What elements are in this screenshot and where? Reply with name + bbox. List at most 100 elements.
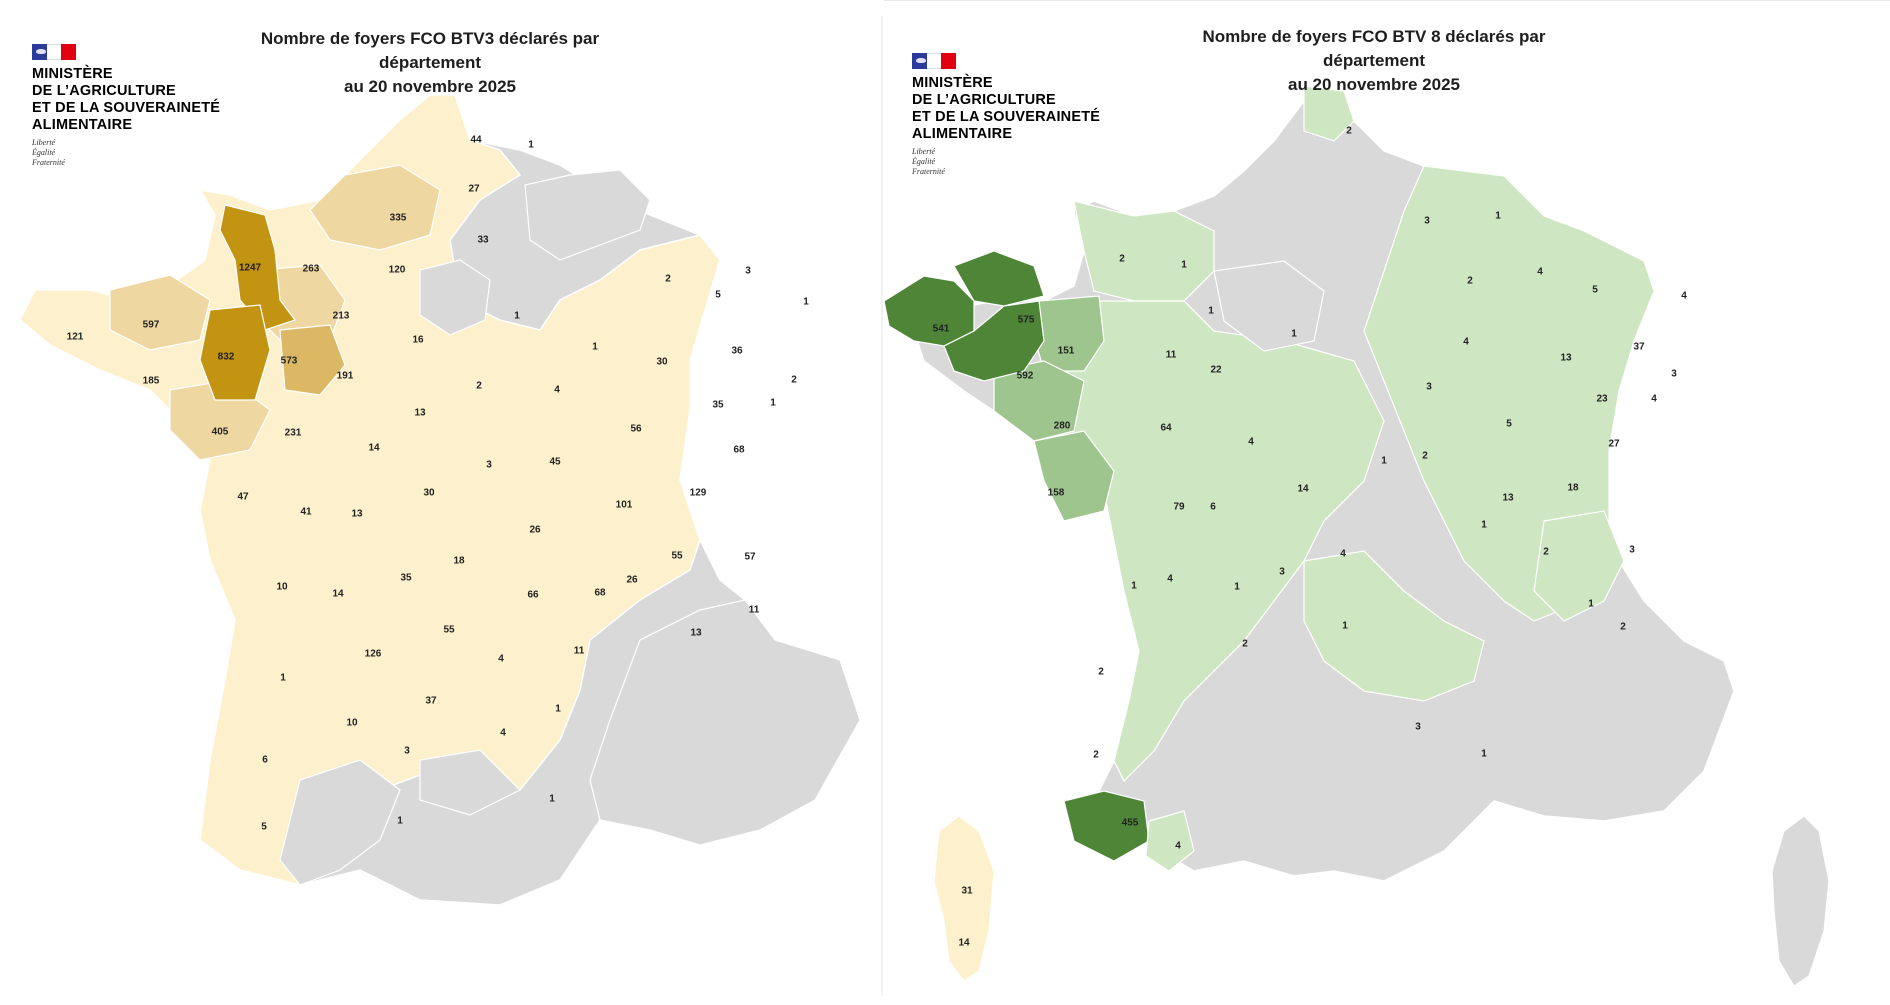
btv8-department-count: 1 [1342,621,1348,632]
btv3-department-count: 1 [280,673,286,684]
btv3-department-count: 1 [803,297,809,308]
btv3-department-count: 35 [712,400,724,411]
btv3-department-count: 44 [470,135,482,146]
btv3-department-count: 10 [276,582,288,593]
btv3-department-count: 5 [715,290,721,301]
motto-liberte: Liberté [912,147,936,156]
btv3-department-count: 41 [300,507,312,518]
btv8-department-count: 1 [1291,329,1297,340]
motto-fraternite: Fraternité [32,158,65,167]
btv8-department-count: 4 [1175,841,1181,852]
map-title-btv8: Nombre de foyers FCO BTV 8 déclarés par … [1164,25,1584,97]
map-title-line2: au 20 novembre 2025 [1288,75,1460,94]
zone-low-centre [1303,550,1485,702]
ministry-logo: MINISTÈRE DE L’AGRICULTURE ET DE LA SOUV… [912,53,1100,177]
btv8-department-count: 1 [1588,599,1594,610]
btv8-department-count: 455 [1122,818,1139,829]
btv8-department-count: 22 [1210,365,1222,376]
zone-none-paris [1213,260,1325,352]
republic-motto: Liberté Égalité Fraternité [912,147,1100,177]
btv3-department-count: 14 [368,443,380,454]
motto-fraternite: Fraternité [912,167,945,176]
btv8-department-count: 541 [933,324,950,335]
btv3-department-count: 30 [656,357,668,368]
corsica-btv3 [933,815,995,982]
btv8-department-count: 158 [1048,488,1065,499]
btv8-department-count: 1 [1131,581,1137,592]
btv3-department-count: 13 [351,509,363,520]
zone-mid-loire [993,360,1085,442]
btv3-department-count: 3 [486,460,492,471]
zone-none-pyrenees [419,749,522,816]
btv3-department-count: 1 [555,704,561,715]
btv8-department-count: 1 [1381,456,1387,467]
btv3-department-count: 1 [549,794,555,805]
btv8-department-count: 2 [1093,750,1099,761]
btv3-department-count: 1 [770,398,776,409]
btv8-department-count: 280 [1054,421,1071,432]
btv3-department-count: 5 [261,822,267,833]
btv8-department-count: 6 [1210,502,1216,513]
zone-low-gers [1145,810,1195,872]
btv8-department-count: 1 [1481,749,1487,760]
btv8-department-count: 2 [1119,254,1125,265]
ministry-line-1: MINISTÈRE [912,75,993,91]
btv3-department-count: 68 [594,588,606,599]
republic-motto: Liberté Égalité Fraternité [32,138,220,168]
btv8-department-count: 3 [1629,545,1635,556]
french-flag-icon [32,44,77,60]
btv3-department-count: 121 [67,332,84,343]
btv3-corsica-count: 14 [958,938,970,949]
btv3-department-count: 597 [143,320,160,331]
ministry-line-1: MINISTÈRE [32,66,113,82]
btv8-department-count: 2 [1346,126,1352,137]
btv3-department-count: 13 [414,408,426,419]
btv3-department-count: 57 [744,552,756,563]
ministry-line-4: ALIMENTAIRE [32,117,133,133]
btv3-department-count: 68 [733,445,745,456]
zone-high-ille [199,304,271,401]
map-title-line1: Nombre de foyers FCO BTV 8 déclarés par … [1202,27,1546,70]
btv3-department-count: 33 [477,235,489,246]
btv3-department-count: 36 [731,346,743,357]
motto-liberte: Liberté [32,138,56,147]
zone-none-se [589,599,861,846]
btv8-department-count: 592 [1017,371,1034,382]
btv3-department-count: 213 [333,311,350,322]
btv8-department-count: 3 [1426,382,1432,393]
btv3-department-count: 2 [791,375,797,386]
zone-top-manche [219,204,296,331]
btv8-department-count: 11 [1166,350,1177,361]
zone-none-paris [419,259,491,336]
btv3-department-count: 37 [425,696,437,707]
btv3-department-count: 18 [453,556,465,567]
btv8-department-count: 1 [1495,211,1501,222]
zone-mid-vendee [1033,430,1115,522]
btv3-department-count: 1 [397,816,403,827]
btv3-department-count: 11 [749,605,760,616]
btv8-department-count: 2 [1543,547,1549,558]
french-flag-icon [912,53,957,69]
btv3-department-count: 55 [443,625,455,636]
zone-none-sw [279,759,401,886]
btv3-department-count: 55 [671,551,683,562]
btv8-department-count: 3 [1671,369,1677,380]
zone-top-finistere [884,275,975,347]
btv3-department-count: 185 [143,376,160,387]
map-title-line2: au 20 novembre 2025 [344,77,516,96]
map-panel-btv3: 44 1 27 335 33 1247 263 120 2 3 5 1 121 597 213 16 1 832 5… [0,0,880,1004]
motto-egalite: Égalité [912,157,936,166]
btv3-department-count: 6 [262,755,268,766]
ministry-line-4: ALIMENTAIRE [912,126,1013,142]
btv8-department-count: 27 [1608,439,1620,450]
btv8-department-count: 79 [1173,502,1185,513]
zone-top-cotes [953,250,1045,307]
btv3-department-count: 1 [528,140,534,151]
btv8-department-count: 37 [1633,342,1645,353]
btv3-department-count: 3 [745,266,751,277]
map-panel-btv8: 2 3 1 2 1 2 4 5 4 1 541 575 1 4 13 37 3 151 11 22 592 3 23 4 280… [884,0,1890,1005]
btv3-department-count: 573 [281,356,298,367]
btv8-department-count: 13 [1560,353,1572,364]
ministry-line-3: ET DE LA SOUVERAINETÉ [32,100,221,116]
